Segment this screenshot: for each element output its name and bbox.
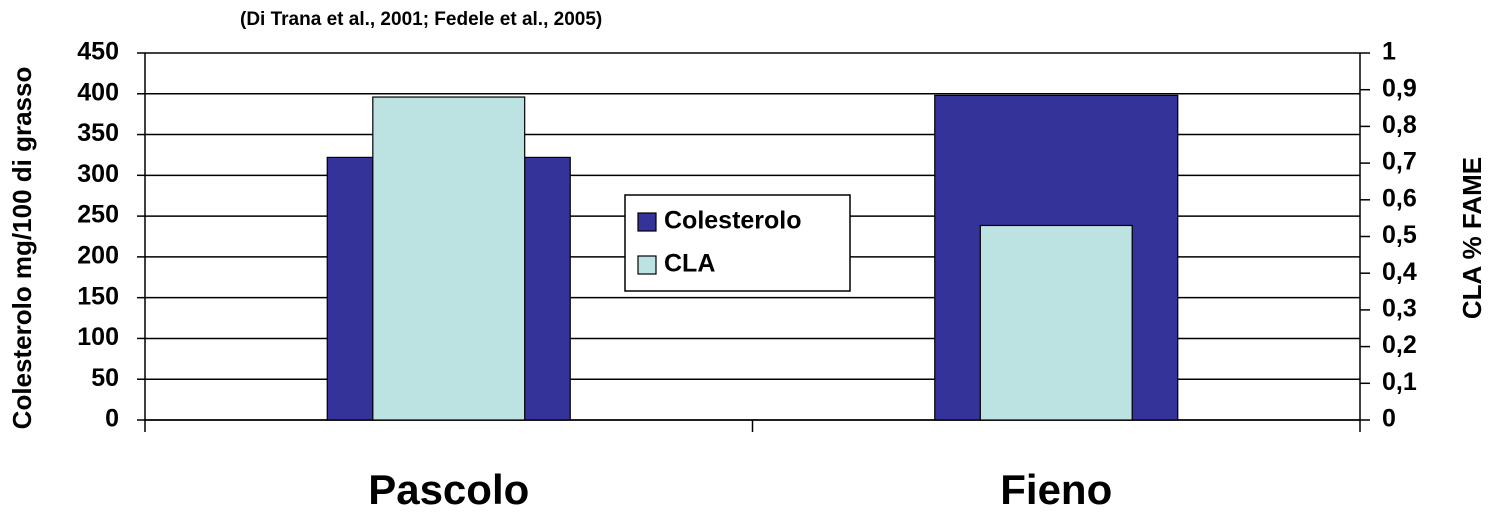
y2-tick-label: 0,1 — [1382, 368, 1417, 396]
y-tick-label: 150 — [77, 282, 119, 310]
y-tick-label: 250 — [77, 201, 119, 229]
y2-tick-label: 0,7 — [1382, 148, 1417, 176]
y2-tick-label: 1 — [1382, 38, 1396, 66]
y2-tick-label: 0,2 — [1382, 331, 1417, 359]
bar — [372, 96, 526, 421]
x-tick-label: Pascolo — [368, 466, 529, 513]
legend-label: Colesterolo — [664, 207, 802, 235]
y2-tick-label: 0 — [1382, 405, 1396, 433]
y2-tick-label: 0,5 — [1382, 221, 1417, 249]
y2-tick-label: 0,6 — [1382, 184, 1417, 212]
bar — [979, 224, 1133, 421]
y2-tick-label: 0,8 — [1382, 111, 1417, 139]
y2-axis-label: CLA % FAME — [1457, 157, 1487, 319]
x-tick-label: Fieno — [1000, 466, 1112, 513]
y-tick-label: 400 — [77, 78, 119, 106]
y-tick-label: 350 — [77, 119, 119, 147]
legend-swatch — [637, 255, 657, 275]
y2-tick-label: 0,4 — [1382, 258, 1417, 286]
chart-title: (Di Trana et al., 2001; Fedele et al., 2… — [240, 9, 602, 30]
y-tick-label: 300 — [77, 160, 119, 188]
y-tick-label: 450 — [77, 38, 119, 66]
y2-tick-label: 0,9 — [1382, 74, 1417, 102]
y-tick-label: 200 — [77, 241, 119, 269]
y-axis-label: Colesterolo mg/100 di grasso — [7, 67, 37, 430]
y2-tick-label: 0,3 — [1382, 295, 1417, 323]
y-tick-label: 100 — [77, 323, 119, 351]
y-tick-label: 50 — [91, 364, 119, 392]
legend-label: CLA — [664, 250, 715, 278]
legend-swatch — [637, 212, 657, 232]
legend — [624, 194, 851, 292]
y-tick-label: 0 — [105, 405, 119, 433]
